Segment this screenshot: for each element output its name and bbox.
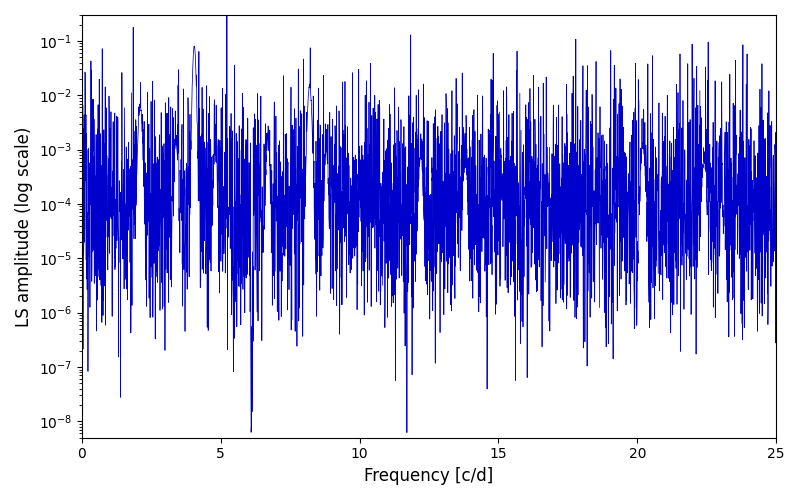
X-axis label: Frequency [c/d]: Frequency [c/d] xyxy=(364,467,494,485)
Y-axis label: LS amplitude (log scale): LS amplitude (log scale) xyxy=(15,126,33,326)
